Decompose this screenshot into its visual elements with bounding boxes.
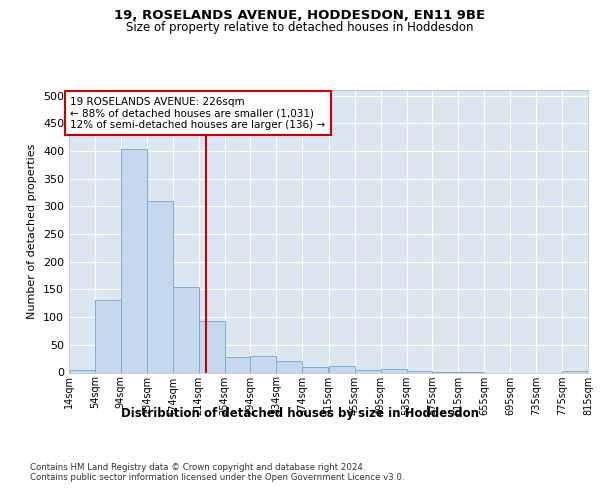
Text: 19 ROSELANDS AVENUE: 226sqm
← 88% of detached houses are smaller (1,031)
12% of : 19 ROSELANDS AVENUE: 226sqm ← 88% of det… — [70, 96, 325, 130]
Text: 19, ROSELANDS AVENUE, HODDESDON, EN11 9BE: 19, ROSELANDS AVENUE, HODDESDON, EN11 9B… — [115, 9, 485, 22]
Bar — [302, 367, 328, 372]
Text: Contains HM Land Registry data © Crown copyright and database right 2024.: Contains HM Land Registry data © Crown c… — [30, 462, 365, 471]
Bar — [147, 201, 173, 372]
Bar — [329, 366, 355, 372]
Bar — [380, 369, 407, 372]
Bar — [562, 371, 588, 372]
Y-axis label: Number of detached properties: Number of detached properties — [28, 144, 37, 319]
Bar — [355, 370, 380, 372]
Bar — [250, 356, 277, 372]
Bar — [277, 362, 302, 372]
Text: Distribution of detached houses by size in Hoddesdon: Distribution of detached houses by size … — [121, 408, 479, 420]
Bar — [69, 370, 95, 372]
Bar — [173, 286, 199, 372]
Bar — [121, 150, 147, 372]
Text: Contains public sector information licensed under the Open Government Licence v3: Contains public sector information licen… — [30, 474, 404, 482]
Bar — [199, 321, 224, 372]
Bar — [95, 300, 121, 372]
Bar — [224, 357, 250, 372]
Text: Size of property relative to detached houses in Hoddesdon: Size of property relative to detached ho… — [126, 22, 474, 35]
